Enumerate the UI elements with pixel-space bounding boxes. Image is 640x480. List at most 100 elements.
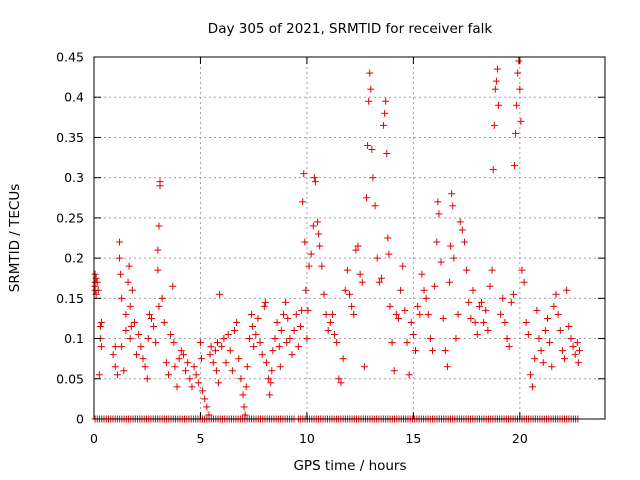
data-point	[526, 371, 534, 379]
data-point	[333, 339, 341, 347]
data-point	[91, 270, 99, 278]
data-point	[194, 379, 202, 387]
data-point	[489, 166, 497, 174]
data-point	[116, 254, 124, 262]
data-point	[143, 375, 151, 383]
data-point	[290, 327, 298, 335]
data-point	[315, 230, 323, 238]
data-point	[449, 202, 457, 210]
data-point	[501, 318, 509, 326]
chart-title: Day 305 of 2021, SRMTID for receiver fal…	[208, 21, 493, 37]
data-point	[365, 97, 373, 105]
data-point	[574, 359, 582, 367]
data-point	[397, 286, 405, 294]
data-point	[233, 318, 241, 326]
data-point	[241, 411, 249, 419]
data-point	[407, 318, 415, 326]
data-point	[517, 117, 525, 125]
data-point	[192, 371, 200, 379]
data-point	[310, 174, 318, 182]
data-point	[97, 318, 105, 326]
data-point	[286, 335, 294, 343]
data-point	[96, 322, 104, 330]
data-point	[550, 302, 558, 310]
data-point	[284, 314, 292, 322]
data-point	[117, 270, 125, 278]
data-point	[267, 379, 275, 387]
data-point	[429, 347, 437, 355]
data-point	[111, 343, 119, 351]
data-point	[260, 302, 268, 310]
data-point	[186, 375, 194, 383]
data-point	[256, 339, 264, 347]
data-point	[271, 335, 279, 343]
data-point	[262, 359, 270, 367]
data-point	[170, 339, 178, 347]
data-point	[358, 278, 366, 286]
data-point	[450, 254, 458, 262]
data-point	[175, 355, 183, 363]
data-point	[252, 331, 260, 339]
data-point	[201, 395, 209, 403]
data-point	[120, 367, 128, 375]
data-point	[268, 367, 276, 375]
data-point	[215, 379, 223, 387]
data-point	[524, 331, 532, 339]
data-point	[575, 347, 583, 355]
data-point	[531, 355, 539, 363]
data-point	[441, 347, 449, 355]
data-point	[403, 339, 411, 347]
data-point	[522, 318, 530, 326]
data-point	[277, 327, 285, 335]
data-point	[471, 318, 479, 326]
data-point	[198, 355, 206, 363]
data-point	[113, 371, 121, 379]
data-point	[122, 327, 130, 335]
data-point	[458, 226, 466, 234]
data-point	[124, 278, 132, 286]
data-point	[203, 403, 211, 411]
data-point	[385, 250, 393, 258]
gridlines	[94, 57, 605, 419]
data-point	[261, 298, 269, 306]
y-tick-label: 0	[76, 412, 84, 427]
data-point	[316, 242, 324, 250]
data-point	[469, 286, 477, 294]
data-point	[341, 286, 349, 294]
data-point	[147, 314, 155, 322]
data-point	[266, 391, 274, 399]
data-point	[302, 286, 310, 294]
data-point	[228, 367, 236, 375]
data-point	[356, 270, 364, 278]
data-point	[382, 97, 390, 105]
data-point	[337, 379, 345, 387]
data-point	[384, 234, 392, 242]
data-point	[248, 310, 256, 318]
data-point	[369, 174, 377, 182]
data-point	[377, 274, 385, 282]
data-point	[305, 262, 313, 270]
data-point	[299, 198, 307, 206]
data-point	[552, 290, 560, 298]
data-point	[118, 294, 126, 302]
data-point	[447, 242, 455, 250]
data-point	[206, 351, 214, 359]
data-point	[493, 65, 501, 73]
data-point	[437, 258, 445, 266]
data-point	[156, 182, 164, 190]
data-point	[269, 347, 277, 355]
data-point	[254, 314, 262, 322]
data-point	[294, 343, 302, 351]
data-point	[331, 331, 339, 339]
data-point	[484, 327, 492, 335]
data-point	[288, 351, 296, 359]
data-point	[364, 141, 372, 149]
data-point	[416, 310, 424, 318]
data-point	[216, 290, 224, 298]
data-point	[348, 302, 356, 310]
data-point	[160, 318, 168, 326]
data-point	[448, 190, 456, 198]
data-point	[127, 322, 135, 330]
data-point	[145, 310, 153, 318]
data-point	[95, 371, 103, 379]
